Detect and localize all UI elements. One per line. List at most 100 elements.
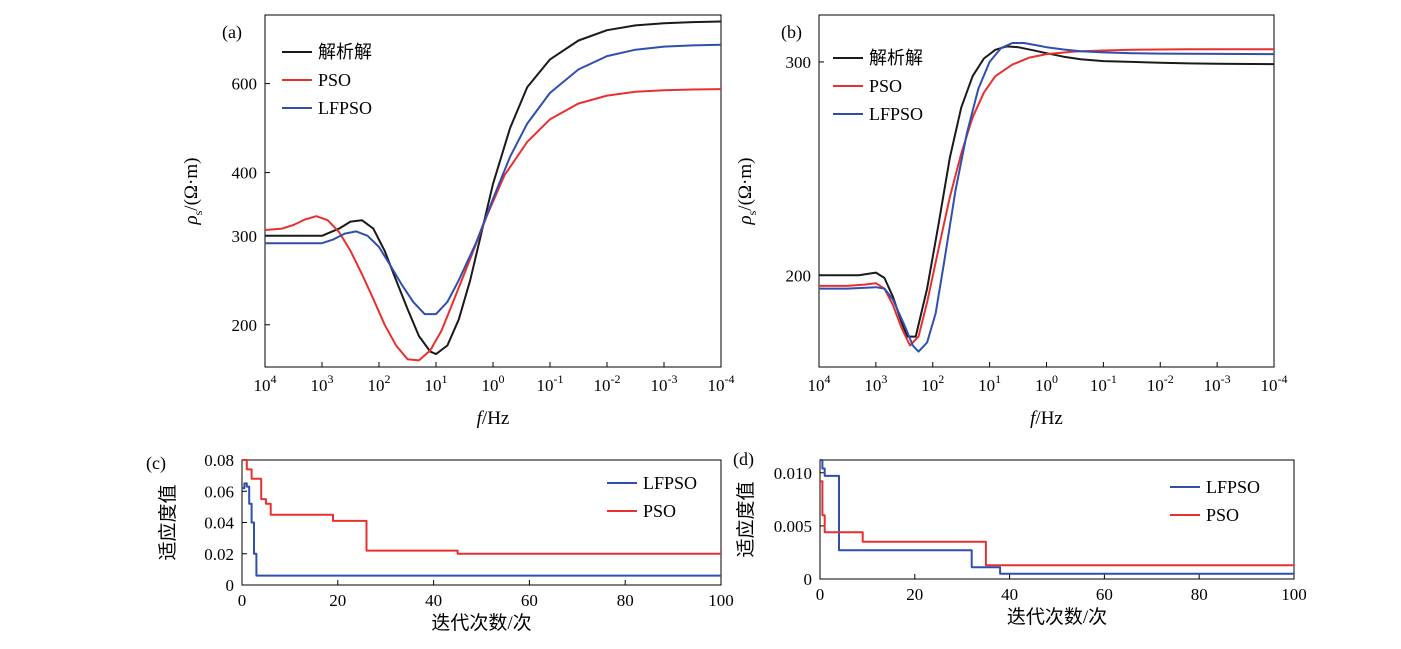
y-axis-label-sub: s <box>191 210 205 215</box>
x-tick-base: 10 <box>708 376 725 395</box>
x-tick-base: 10 <box>368 376 385 395</box>
y-tick-label: 200 <box>786 266 812 285</box>
y-axis-label: ρs/(Ω·m) <box>735 158 759 226</box>
chart-panel-a: 104 103 102 101 100 10-1 10-2 10-3 10-4200300400… <box>181 14 735 429</box>
y-tick-label: 300 <box>786 53 812 72</box>
series-line-PSO <box>820 480 1294 567</box>
x-tick-label: 80 <box>1191 585 1208 604</box>
y-tick-label: 600 <box>232 75 258 94</box>
y-axis-label-var: ρ <box>181 215 202 225</box>
x-axis-label-unit: /Hz <box>482 408 509 429</box>
x-tick-label: 100 <box>1281 585 1307 604</box>
y-tick-label: 0.02 <box>204 545 234 564</box>
series-line-LFPSO <box>819 42 1275 353</box>
legend-label: 解析解 <box>869 48 923 68</box>
x-axis-label: f/Hz <box>1030 408 1063 429</box>
x-tick-base: 10 <box>1090 376 1107 395</box>
x-tick-label: 10-2 <box>594 372 621 395</box>
x-tick-base: 10 <box>921 376 938 395</box>
x-tick-exponent: -3 <box>1221 372 1231 386</box>
legend-label: PSO <box>643 501 676 521</box>
x-tick-label: 10-1 <box>537 372 564 395</box>
x-tick-base: 10 <box>1261 376 1278 395</box>
x-tick-exponent: 3 <box>881 372 887 386</box>
y-tick-label: 0 <box>804 570 813 589</box>
x-tick-label: 103 <box>311 372 334 395</box>
x-tick-label: 102 <box>921 372 944 395</box>
legend-label: LFPSO <box>318 98 372 118</box>
x-tick-base: 10 <box>311 376 328 395</box>
series-line-LFPSO <box>242 482 721 577</box>
x-tick-label: 20 <box>906 585 923 604</box>
panel-label: (d) <box>733 449 754 470</box>
panel-label: (a) <box>222 22 242 43</box>
series-line-LFPSO <box>820 459 1294 575</box>
y-tick-label: 0.005 <box>774 517 812 536</box>
x-tick-exponent: 3 <box>328 372 334 386</box>
x-tick-label: 104 <box>808 372 831 395</box>
x-tick-base: 10 <box>808 376 825 395</box>
y-tick-label: 0.08 <box>204 451 234 470</box>
x-tick-base: 10 <box>978 376 995 395</box>
y-tick-label: 0.010 <box>774 464 812 483</box>
y-axis-label: 适应度值 <box>157 484 179 560</box>
x-tick-exponent: 2 <box>385 372 391 386</box>
legend-label: LFPSO <box>643 473 697 493</box>
x-tick-exponent: 4 <box>271 372 277 386</box>
x-tick-exponent: 0 <box>1052 372 1058 386</box>
y-axis-label: 适应度值 <box>735 481 757 557</box>
x-tick-label: 10-1 <box>1090 372 1117 395</box>
x-tick-label: 100 <box>1035 372 1058 395</box>
x-tick-exponent: 4 <box>825 372 831 386</box>
y-axis-label-unit: /(Ω·m) <box>735 158 756 211</box>
y-tick-label: 300 <box>232 227 258 246</box>
x-axis-label: 迭代次数/次 <box>431 612 531 634</box>
x-tick-exponent: 1 <box>442 372 448 386</box>
panel-label: (c) <box>146 453 166 474</box>
x-tick-exponent: 2 <box>938 372 944 386</box>
x-tick-exponent: -2 <box>1164 372 1174 386</box>
axes-frame <box>264 14 722 368</box>
series-line-解析解 <box>265 20 722 356</box>
x-tick-label: 0 <box>238 591 247 610</box>
x-tick-label: 0 <box>816 585 825 604</box>
legend-label: 解析解 <box>318 42 372 62</box>
x-tick-exponent: -1 <box>554 372 564 386</box>
x-tick-exponent: -4 <box>1278 372 1288 386</box>
x-tick-exponent: 0 <box>499 372 505 386</box>
x-tick-label: 101 <box>425 372 448 395</box>
x-tick-label: 100 <box>708 591 734 610</box>
y-axis-label: ρs/(Ω·m) <box>181 158 205 226</box>
x-tick-exponent: -3 <box>668 372 678 386</box>
x-tick-base: 10 <box>864 376 881 395</box>
legend-label: PSO <box>318 70 351 90</box>
y-tick-label: 400 <box>232 164 258 183</box>
y-axis-label-var: ρ <box>735 215 756 225</box>
x-tick-label: 40 <box>1001 585 1018 604</box>
series-line-PSO <box>242 459 721 555</box>
axes-frame <box>819 459 1295 580</box>
x-tick-base: 10 <box>254 376 271 395</box>
x-tick-base: 10 <box>482 376 499 395</box>
x-tick-base: 10 <box>537 376 554 395</box>
x-tick-exponent: -2 <box>611 372 621 386</box>
x-tick-label: 104 <box>254 372 277 395</box>
legend-label: PSO <box>869 76 902 96</box>
y-tick-label: 200 <box>232 316 258 335</box>
x-axis-label: 迭代次数/次 <box>1007 606 1107 628</box>
panel-label: (b) <box>781 22 802 43</box>
x-tick-label: 60 <box>1096 585 1113 604</box>
x-tick-label: 103 <box>864 372 887 395</box>
x-axis-label-var: f <box>477 408 485 429</box>
series-line-LFPSO <box>265 43 722 316</box>
x-tick-label: 10-3 <box>1204 372 1231 395</box>
x-tick-base: 10 <box>594 376 611 395</box>
x-tick-label: 102 <box>368 372 391 395</box>
x-tick-label: 20 <box>329 591 346 610</box>
x-tick-label: 40 <box>425 591 442 610</box>
x-axis-label-var: f <box>1030 408 1038 429</box>
y-tick-label: 0.04 <box>204 514 234 533</box>
x-tick-base: 10 <box>1204 376 1221 395</box>
